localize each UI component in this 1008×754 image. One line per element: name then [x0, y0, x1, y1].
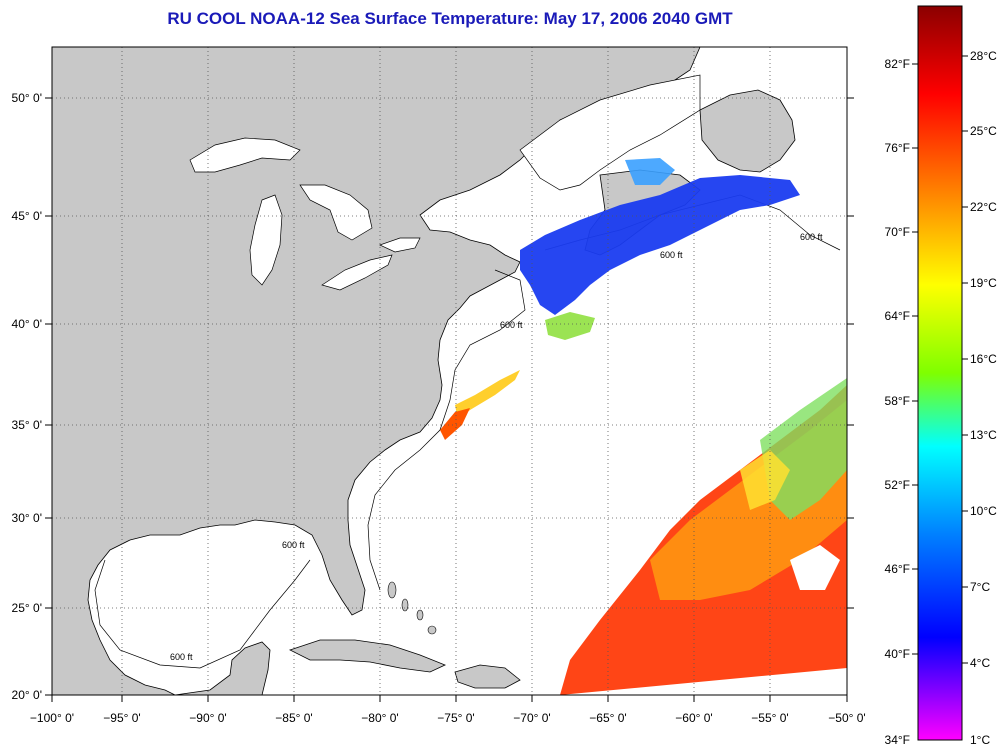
lake-michigan — [249, 194, 283, 286]
sst-gulf-stream — [455, 370, 520, 420]
lon-tick-label: −50° 0' — [828, 711, 865, 725]
gulf-st-lawrence — [519, 74, 701, 191]
colorbar-c-label: 19°C — [970, 276, 997, 290]
lat-tick-label: 20° 0' — [12, 688, 42, 702]
colorbar-c-label: 1°C — [970, 733, 990, 747]
lon-tick-label: −95° 0' — [103, 711, 140, 725]
colorbar-f-label: 52°F — [885, 478, 910, 492]
isobath-line-gulf — [94, 559, 311, 669]
sst-yellow-streaks — [740, 450, 790, 510]
lon-tick-label: −100° 0' — [30, 711, 74, 725]
colorbar-c-label: 10°C — [970, 504, 997, 518]
lon-tick-label: −70° 0' — [513, 711, 550, 725]
lon-tick-label: −65° 0' — [589, 711, 626, 725]
sst-shelf-green — [545, 312, 595, 340]
lon-tick-label: −55° 0' — [751, 711, 788, 725]
colorbar-c-label: 28°C — [970, 49, 997, 63]
lake-erie — [321, 254, 393, 291]
isobath-line — [367, 269, 526, 591]
map-frame — [51, 46, 848, 696]
isobath-label: 600 ft — [500, 320, 523, 330]
lat-tick-label: 50° 0' — [12, 91, 42, 105]
colorbar: 82°F 76°F 70°F 64°F 58°F 52°F 46°F 40°F … — [885, 5, 997, 747]
colorbar-c-label: 25°C — [970, 124, 997, 138]
isobath-label: 600 ft — [282, 540, 305, 550]
colorbar-f-label: 40°F — [885, 647, 910, 661]
lat-tick-label: 35° 0' — [12, 418, 42, 432]
lon-tick-label: −85° 0' — [275, 711, 312, 725]
lake-huron — [299, 184, 373, 241]
colorbar-c-label: 13°C — [970, 428, 997, 442]
isobath-label: 600 ft — [170, 652, 193, 662]
map-title: RU COOL NOAA-12 Sea Surface Temperature:… — [167, 9, 733, 28]
swath-edge — [560, 668, 847, 695]
axis-ticks — [45, 97, 854, 702]
colorbar-f-label: 70°F — [885, 225, 910, 239]
lon-tick-label: −80° 0' — [361, 711, 398, 725]
colorbar-f-label: 64°F — [885, 309, 910, 323]
colorbar-f-label: 34°F — [885, 733, 910, 747]
lon-tick-label: −90° 0' — [189, 711, 226, 725]
colorbar-c-label: 16°C — [970, 352, 997, 366]
graticule — [52, 47, 847, 695]
sst-cold-band — [520, 175, 800, 315]
lake-ontario — [379, 237, 421, 253]
colorbar-c-label: 22°C — [970, 200, 997, 214]
land-yucatan — [174, 641, 271, 695]
lon-labels: −100° 0' −95° 0' −90° 0' −85° 0' −80° 0'… — [30, 711, 866, 725]
lon-tick-label: −60° 0' — [675, 711, 712, 725]
land-cuba — [288, 639, 447, 673]
colorbar-f-label: 82°F — [885, 57, 910, 71]
lat-tick-label: 30° 0' — [12, 511, 42, 525]
colorbar-f-label: 58°F — [885, 394, 910, 408]
colorbar-f-label: 46°F — [885, 562, 910, 576]
land-newfoundland — [699, 89, 796, 173]
lat-tick-label: 45° 0' — [12, 209, 42, 223]
bahamas — [387, 581, 437, 635]
lat-labels: 50° 0' 45° 0' 40° 0' 35° 0' 30° 0' 25° 0… — [12, 91, 42, 702]
lon-tick-label: −75° 0' — [437, 711, 474, 725]
colorbar-c-label: 4°C — [970, 656, 990, 670]
sst-cloud-gap — [790, 545, 840, 590]
land-hispaniola — [454, 664, 521, 689]
lat-tick-label: 40° 0' — [12, 317, 42, 331]
sst-gulf-stream-core — [440, 408, 470, 440]
land-north-america — [52, 47, 701, 695]
lat-tick-label: 25° 0' — [12, 601, 42, 615]
colorbar-f-label: 76°F — [885, 141, 910, 155]
colorbar-c-label: 7°C — [970, 580, 990, 594]
sst-cool-cyan — [625, 158, 675, 185]
isobath-label: 600 ft — [660, 250, 683, 260]
isobath-label: 600 ft — [800, 232, 823, 242]
colorbar-gradient — [917, 5, 963, 741]
